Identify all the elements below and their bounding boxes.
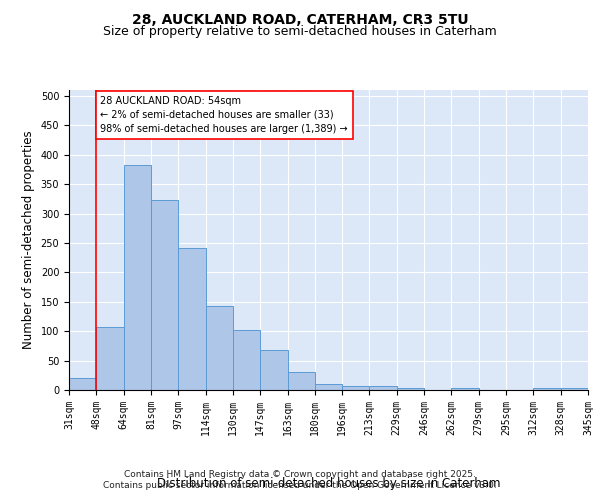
Text: 28 AUCKLAND ROAD: 54sqm
← 2% of semi-detached houses are smaller (33)
98% of sem: 28 AUCKLAND ROAD: 54sqm ← 2% of semi-det…	[100, 96, 348, 134]
Bar	[397, 388, 424, 390]
Bar	[260, 350, 287, 390]
Text: Size of property relative to semi-detached houses in Caterham: Size of property relative to semi-detach…	[103, 25, 497, 38]
Bar	[124, 164, 151, 390]
Bar	[370, 386, 397, 390]
Bar	[178, 248, 206, 390]
X-axis label: Distribution of semi-detached houses by size in Caterham: Distribution of semi-detached houses by …	[157, 476, 500, 490]
Bar	[97, 327, 124, 390]
Bar	[560, 388, 588, 390]
Bar	[315, 384, 342, 390]
Text: Contains HM Land Registry data © Crown copyright and database right 2025.: Contains HM Land Registry data © Crown c…	[124, 470, 476, 479]
Bar	[533, 388, 560, 390]
Y-axis label: Number of semi-detached properties: Number of semi-detached properties	[22, 130, 35, 350]
Text: Contains public sector information licensed under the Open Government Licence v3: Contains public sector information licen…	[103, 481, 497, 490]
Bar	[342, 386, 370, 390]
Bar	[206, 306, 233, 390]
Bar	[69, 378, 97, 390]
Bar	[151, 200, 178, 390]
Text: 28, AUCKLAND ROAD, CATERHAM, CR3 5TU: 28, AUCKLAND ROAD, CATERHAM, CR3 5TU	[131, 12, 469, 26]
Bar	[287, 372, 315, 390]
Bar	[451, 388, 479, 390]
Bar	[233, 330, 260, 390]
